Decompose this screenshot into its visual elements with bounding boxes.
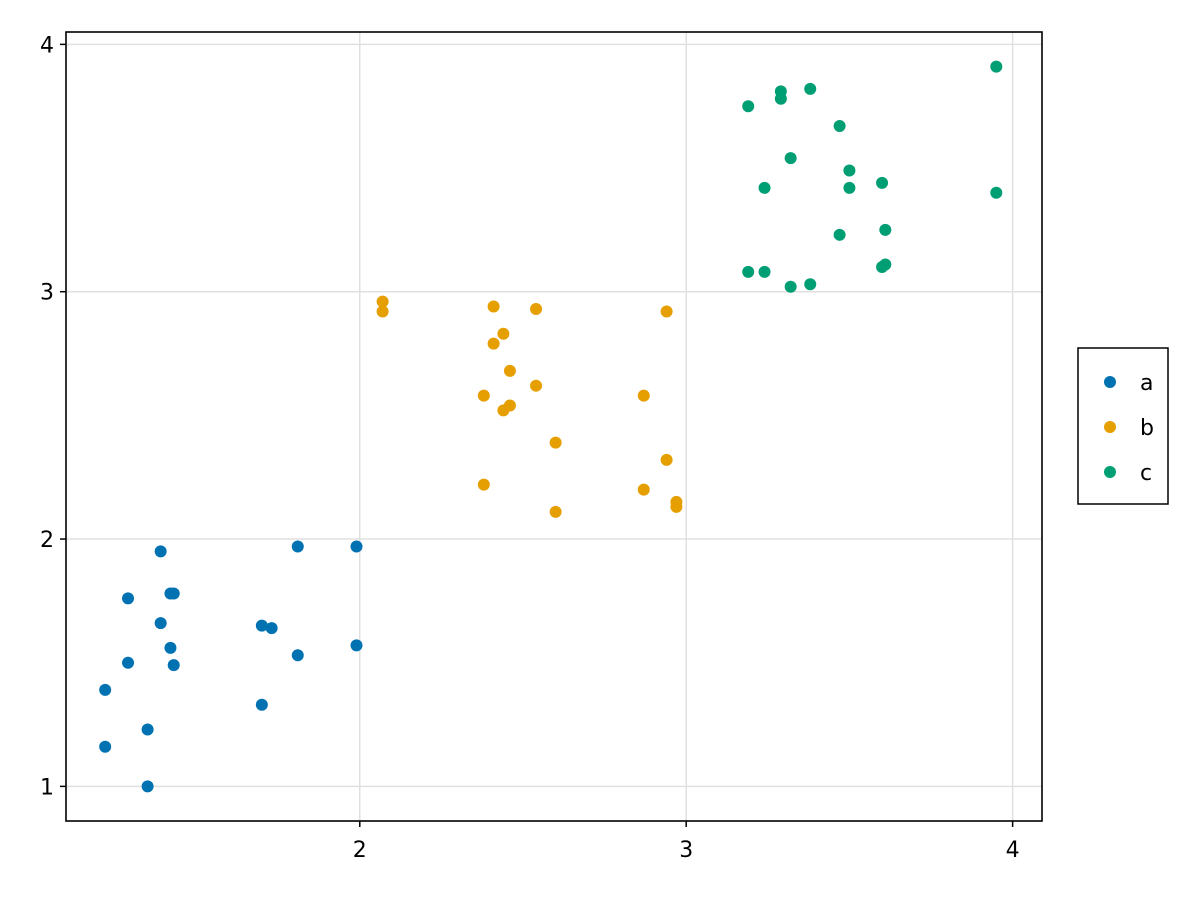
y-tick-label: 3 bbox=[40, 281, 54, 306]
data-point-a bbox=[99, 683, 112, 696]
data-point-a bbox=[122, 592, 135, 605]
data-point-c bbox=[990, 60, 1003, 73]
data-point-b bbox=[530, 379, 543, 392]
data-point-b bbox=[376, 305, 389, 318]
data-point-a bbox=[291, 649, 304, 662]
data-point-b bbox=[477, 478, 490, 491]
x-tick-label: 3 bbox=[679, 838, 693, 863]
data-point-b bbox=[549, 436, 562, 449]
data-point-c bbox=[784, 152, 797, 165]
data-point-c bbox=[990, 186, 1003, 199]
data-point-c bbox=[804, 278, 817, 291]
data-point-a bbox=[255, 698, 268, 711]
data-point-c bbox=[843, 181, 856, 194]
data-point-c bbox=[784, 280, 797, 293]
data-point-b bbox=[660, 453, 673, 466]
data-point-a bbox=[154, 617, 167, 630]
data-point-c bbox=[758, 265, 771, 278]
data-point-b bbox=[376, 295, 389, 308]
data-point-a bbox=[350, 540, 363, 553]
data-point-a bbox=[255, 619, 268, 632]
data-point-c bbox=[774, 92, 787, 105]
data-point-b bbox=[487, 337, 500, 350]
y-tick-label: 4 bbox=[40, 33, 54, 58]
data-point-a bbox=[167, 587, 180, 600]
axis-ticks: 2 3 4 1 2 3 4 bbox=[40, 33, 1020, 863]
legend-label-a: a bbox=[1140, 371, 1153, 396]
data-point-b bbox=[637, 483, 650, 496]
data-point-b bbox=[549, 505, 562, 518]
y-tick-label: 2 bbox=[40, 528, 54, 553]
data-point-a bbox=[141, 780, 154, 793]
data-point-a bbox=[164, 641, 177, 654]
data-point-b bbox=[497, 327, 510, 340]
data-point-c bbox=[804, 82, 817, 95]
data-point-b bbox=[497, 404, 510, 417]
data-point-b bbox=[660, 305, 673, 318]
data-point-b bbox=[487, 300, 500, 313]
data-point-b bbox=[670, 500, 683, 513]
legend-marker-a bbox=[1104, 376, 1116, 388]
data-point-b bbox=[530, 303, 543, 316]
x-tick-label: 2 bbox=[353, 838, 367, 863]
data-point-c bbox=[833, 228, 846, 241]
plot-frame bbox=[65, 31, 1043, 822]
data-point-c bbox=[758, 181, 771, 194]
data-point-a bbox=[154, 545, 167, 558]
data-point-c bbox=[876, 176, 889, 189]
data-point-a bbox=[291, 540, 304, 553]
data-point-b bbox=[503, 364, 516, 377]
data-point-b bbox=[477, 389, 490, 402]
data-point-c bbox=[742, 100, 755, 113]
data-point-a bbox=[122, 656, 135, 669]
data-point-a bbox=[265, 622, 278, 635]
legend-box bbox=[1077, 347, 1169, 505]
data-point-a bbox=[99, 740, 112, 753]
data-point-b bbox=[637, 389, 650, 402]
x-tick-label: 4 bbox=[1006, 838, 1020, 863]
data-point-a bbox=[141, 723, 154, 736]
data-points bbox=[99, 60, 1003, 793]
data-point-c bbox=[843, 164, 856, 177]
legend-label-c: c bbox=[1140, 461, 1152, 486]
legend-marker-b bbox=[1104, 421, 1116, 433]
legend-marker-c bbox=[1104, 466, 1116, 478]
y-tick-label: 1 bbox=[40, 775, 54, 800]
data-point-a bbox=[350, 639, 363, 652]
data-point-c bbox=[833, 119, 846, 132]
data-point-c bbox=[876, 260, 889, 273]
legend: abc bbox=[1077, 347, 1169, 505]
grid-lines bbox=[66, 32, 1042, 821]
legend-label-b: b bbox=[1140, 416, 1154, 441]
data-point-c bbox=[879, 223, 892, 236]
data-point-a bbox=[167, 659, 180, 672]
data-point-c bbox=[742, 265, 755, 278]
